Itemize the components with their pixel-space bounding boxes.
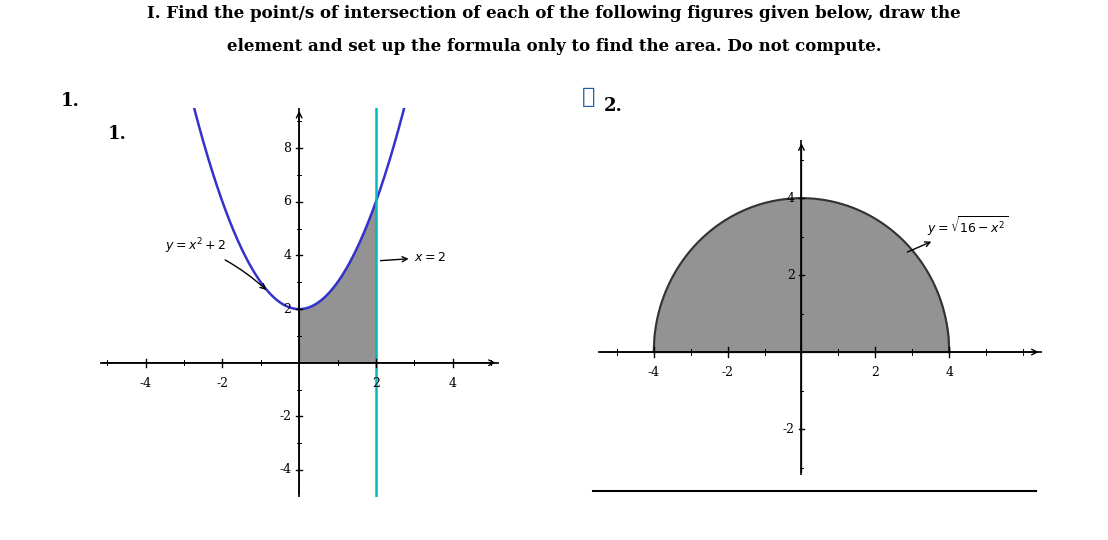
Text: -2: -2 [783, 422, 794, 436]
Text: I. Find the point/s of intersection of each of the following figures given below: I. Find the point/s of intersection of e… [147, 5, 961, 22]
Text: -4: -4 [648, 366, 659, 379]
Text: 4: 4 [284, 249, 291, 262]
Text: 2: 2 [871, 366, 880, 379]
Text: 8: 8 [284, 141, 291, 155]
Text: ✓: ✓ [582, 86, 595, 109]
Text: 4: 4 [449, 377, 456, 390]
Text: $y = x^2+2$: $y = x^2+2$ [165, 236, 265, 289]
Text: 2: 2 [372, 377, 380, 390]
Text: -2: -2 [279, 410, 291, 423]
Text: -2: -2 [216, 377, 228, 390]
Text: 1.: 1. [61, 92, 80, 110]
Text: 4: 4 [787, 192, 794, 205]
Text: 4: 4 [945, 366, 953, 379]
Text: element and set up the formula only to find the area. Do not compute.: element and set up the formula only to f… [227, 38, 881, 55]
Text: -2: -2 [721, 366, 733, 379]
Text: 6: 6 [284, 195, 291, 208]
Text: 2: 2 [787, 268, 794, 281]
Text: $x = 2$: $x = 2$ [380, 251, 445, 264]
Text: 2.: 2. [604, 97, 623, 115]
Text: $y = \sqrt{16 - x^2}$: $y = \sqrt{16 - x^2}$ [907, 214, 1008, 252]
Text: 2: 2 [284, 302, 291, 315]
Text: 1.: 1. [107, 125, 126, 143]
Text: -4: -4 [279, 463, 291, 476]
Text: -4: -4 [140, 377, 152, 390]
